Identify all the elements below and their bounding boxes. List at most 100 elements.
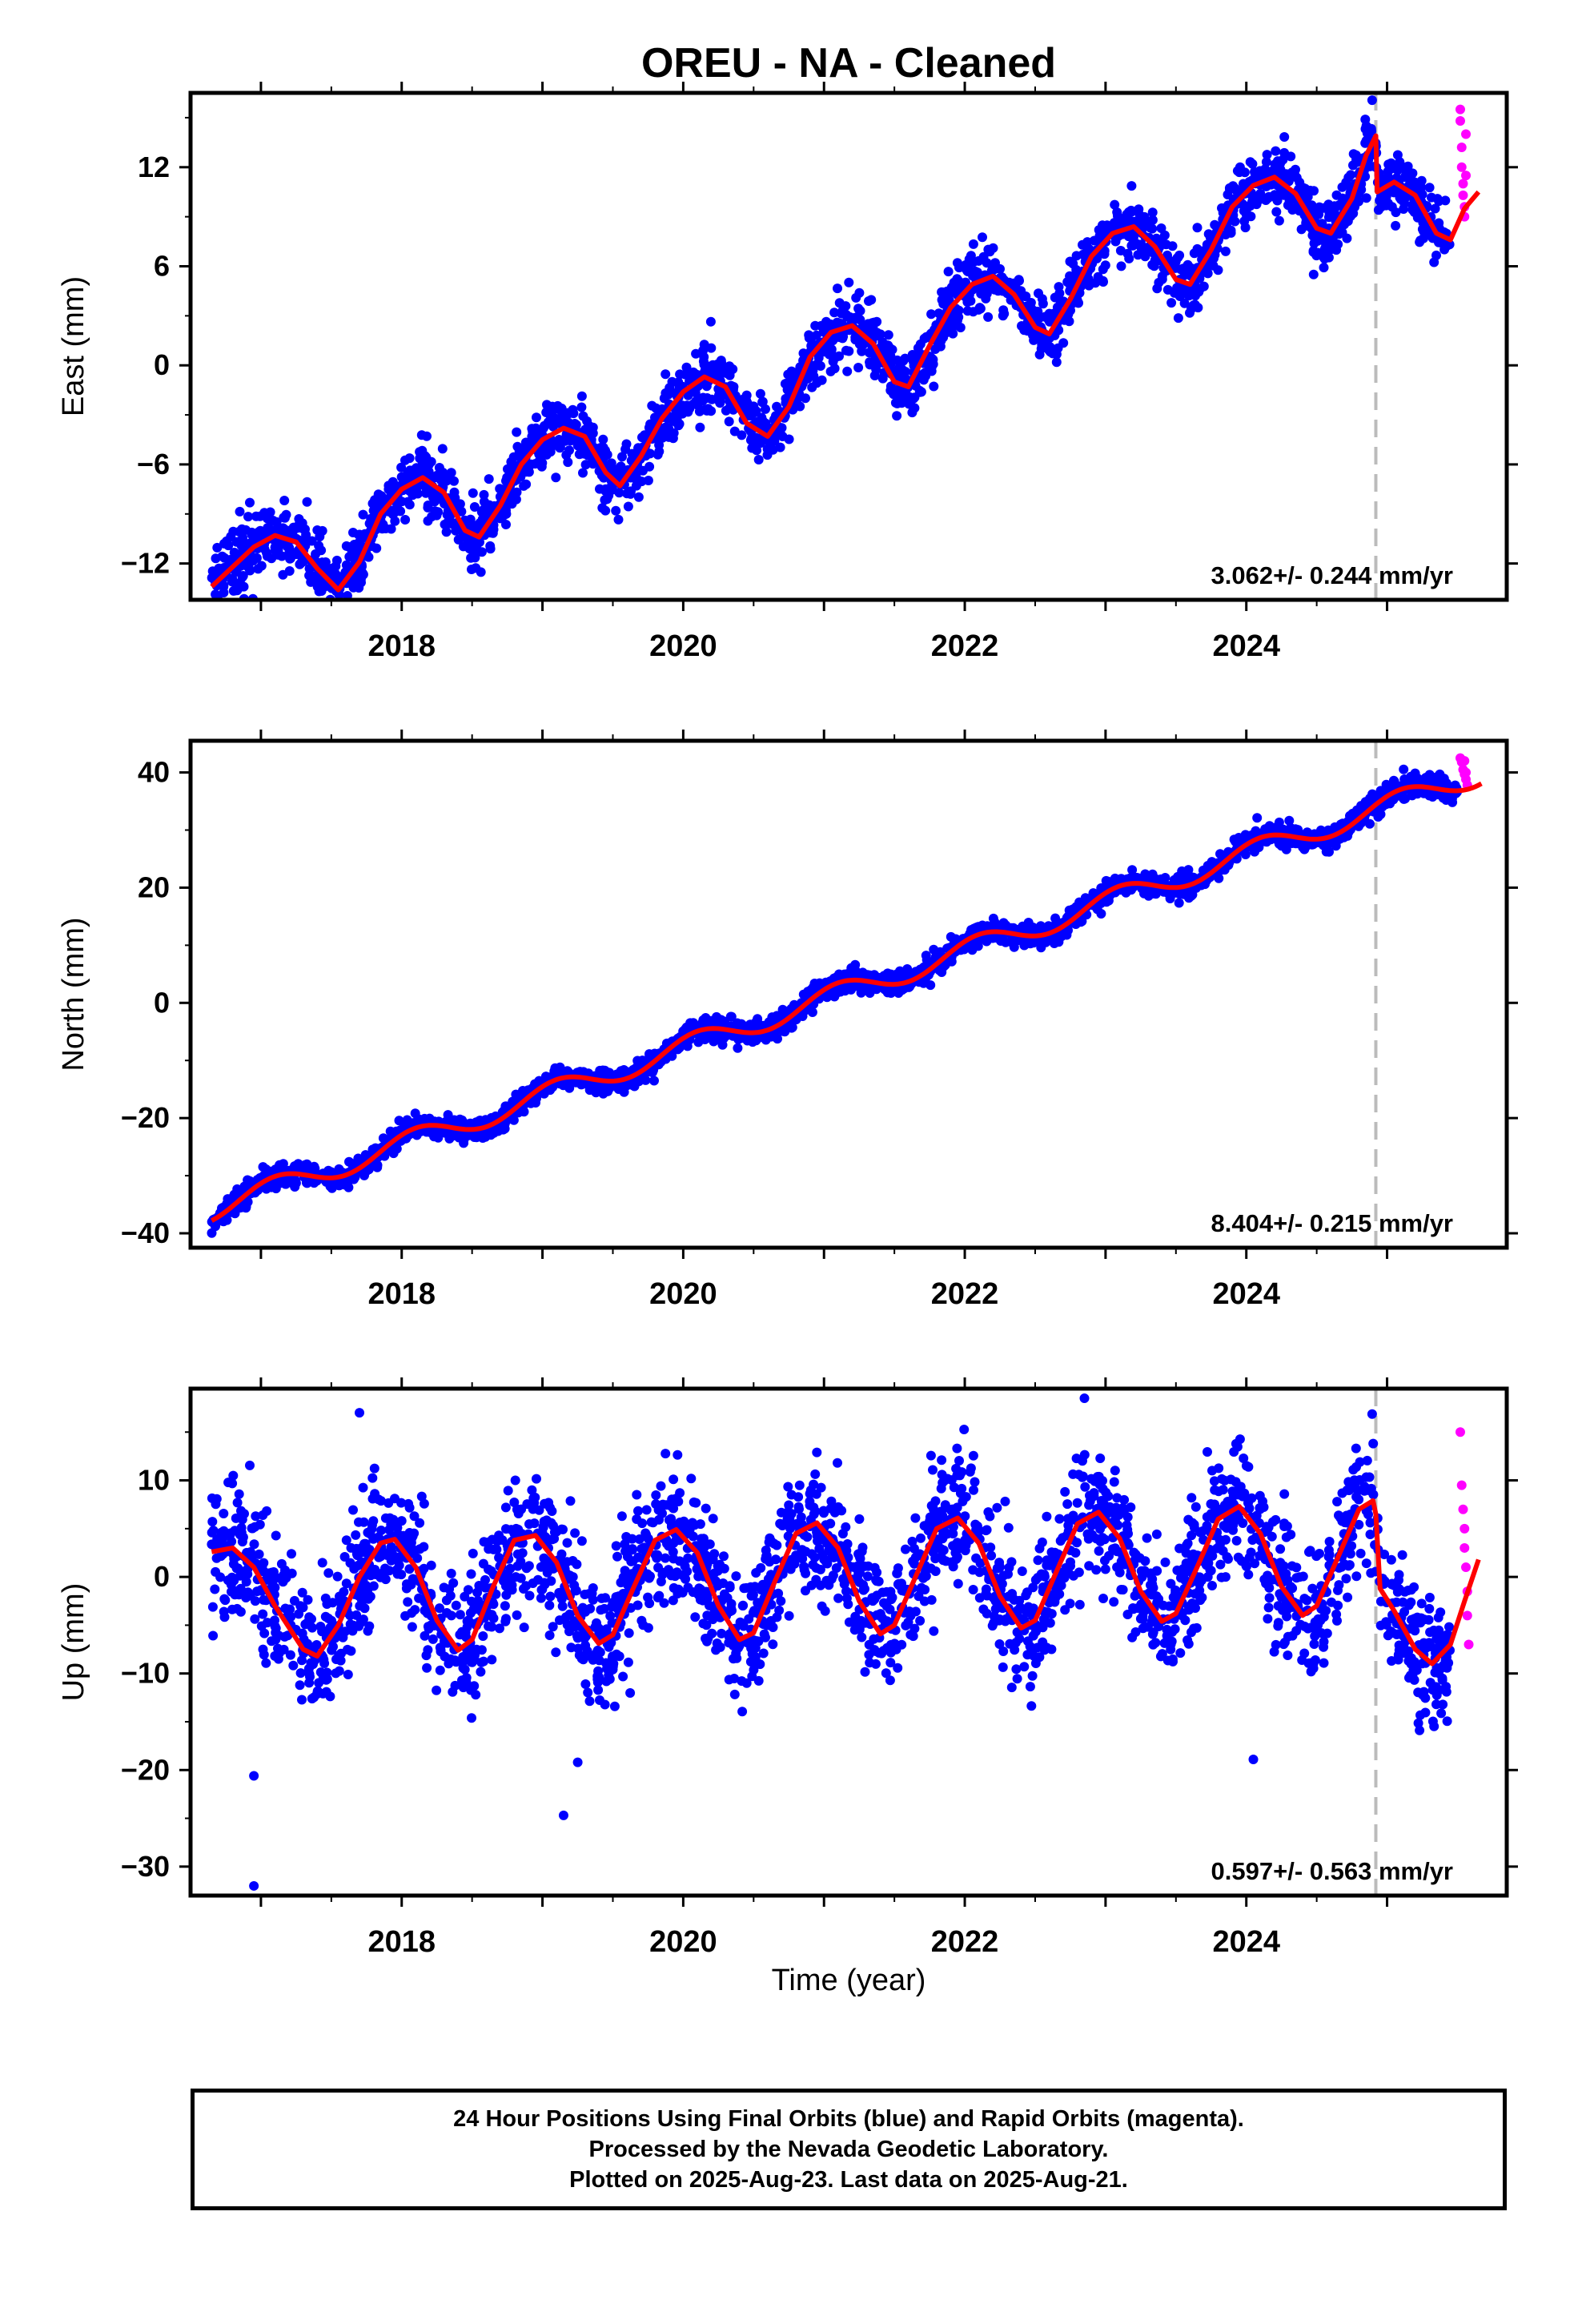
east-final-point: [428, 493, 438, 503]
east-final-point: [1045, 316, 1054, 327]
east-final-point: [1391, 220, 1401, 231]
east-rapid-point: [1458, 190, 1468, 200]
east-final-point: [755, 388, 765, 399]
east-final-point: [358, 509, 368, 520]
east-final-point: [1381, 191, 1391, 202]
east-final-point: [580, 424, 591, 435]
east-final-point: [434, 463, 444, 472]
east-final-point: [1424, 183, 1435, 193]
east-final-point: [1271, 194, 1282, 204]
east-final-point: [1383, 167, 1393, 177]
east-final-point: [1166, 298, 1177, 308]
east-final-point: [233, 584, 243, 594]
north-final-point: [372, 1160, 383, 1170]
east-final-point: [1189, 248, 1199, 259]
east-final-point: [1078, 239, 1087, 250]
y-tick-label: −12: [121, 547, 170, 580]
east-final-point: [1246, 199, 1256, 210]
east-final-point: [438, 475, 448, 485]
east-final-point: [576, 402, 587, 412]
north-final-point: [555, 1062, 565, 1072]
east-final-point: [1019, 325, 1030, 336]
north-final-point: [1127, 865, 1138, 875]
east-final-point: [427, 512, 437, 522]
east-rapid-point: [1456, 143, 1467, 153]
east-final-point: [1034, 349, 1045, 360]
east-final-point: [990, 284, 1000, 295]
east-final-point: [1367, 95, 1377, 106]
east-final-point: [1287, 170, 1298, 180]
north-final-point: [1198, 865, 1208, 875]
north-final-point: [598, 1082, 608, 1092]
east-final-point: [1041, 335, 1050, 345]
east-final-point: [367, 498, 378, 509]
east-final-point: [745, 435, 756, 445]
east-model-line: [210, 133, 1481, 593]
east-final-point: [623, 501, 633, 512]
east-final-point: [810, 320, 821, 331]
east-final-point: [304, 570, 315, 581]
east-final-orbit-points: [207, 95, 1455, 616]
north-final-point: [1018, 921, 1028, 931]
east-final-point: [211, 553, 221, 564]
north-final-point: [596, 1068, 607, 1079]
east-final-point: [317, 525, 327, 536]
east-final-point: [334, 603, 343, 613]
east-final-point: [961, 277, 970, 287]
north-final-point: [647, 1068, 657, 1078]
north-final-point: [978, 920, 988, 931]
east-final-point: [985, 247, 995, 257]
east-final-point: [1156, 223, 1166, 233]
east-final-point: [1430, 203, 1440, 214]
east-final-point: [966, 296, 976, 306]
east-final-point: [826, 344, 837, 355]
east-final-point: [633, 492, 644, 502]
east-final-point: [1307, 200, 1317, 211]
east-final-point: [512, 427, 522, 437]
east-final-point: [1342, 233, 1352, 243]
north-final-point: [309, 1178, 319, 1188]
east-final-point: [1323, 212, 1334, 223]
east-final-point: [892, 411, 902, 421]
east-final-point: [966, 251, 976, 261]
east-final-point: [1331, 202, 1341, 211]
east-final-point: [1407, 200, 1418, 211]
east-final-point: [229, 547, 239, 557]
east-final-point: [950, 287, 961, 297]
east-final-point: [449, 487, 460, 497]
north-final-point: [433, 1132, 444, 1143]
east-final-point: [538, 423, 548, 433]
north-final-point: [1252, 813, 1263, 823]
north-final-point: [530, 1095, 540, 1105]
north-final-point: [1330, 822, 1340, 832]
east-final-point: [1427, 192, 1436, 203]
east-final-point: [940, 290, 950, 300]
east-final-point: [946, 324, 957, 335]
east-final-point: [208, 606, 218, 616]
east-rapid-point: [1458, 179, 1468, 189]
east-final-point: [1279, 190, 1289, 200]
north-final-point: [444, 1133, 455, 1144]
east-final-point: [441, 527, 452, 537]
east-final-point: [243, 512, 253, 522]
east-final-point: [1361, 193, 1371, 203]
north-final-point: [1339, 832, 1349, 842]
east-y-axis-label: East (mm): [57, 276, 90, 416]
east-final-point: [458, 541, 468, 552]
east-final-point: [459, 531, 469, 541]
east-final-point: [445, 518, 456, 529]
east-final-point: [1279, 132, 1290, 142]
east-final-point: [819, 347, 829, 357]
east-final-point: [341, 541, 351, 551]
east-final-point: [1245, 157, 1255, 167]
east-final-point: [1034, 288, 1043, 299]
east-final-point: [341, 560, 351, 570]
east-final-point: [968, 239, 978, 249]
east-final-point: [851, 292, 861, 303]
y-tick-label: 6: [154, 249, 170, 282]
east-final-point: [1152, 283, 1162, 294]
east-final-point: [595, 484, 604, 494]
east-final-point: [354, 583, 364, 593]
east-final-point: [600, 495, 610, 505]
east-final-point: [564, 408, 575, 418]
